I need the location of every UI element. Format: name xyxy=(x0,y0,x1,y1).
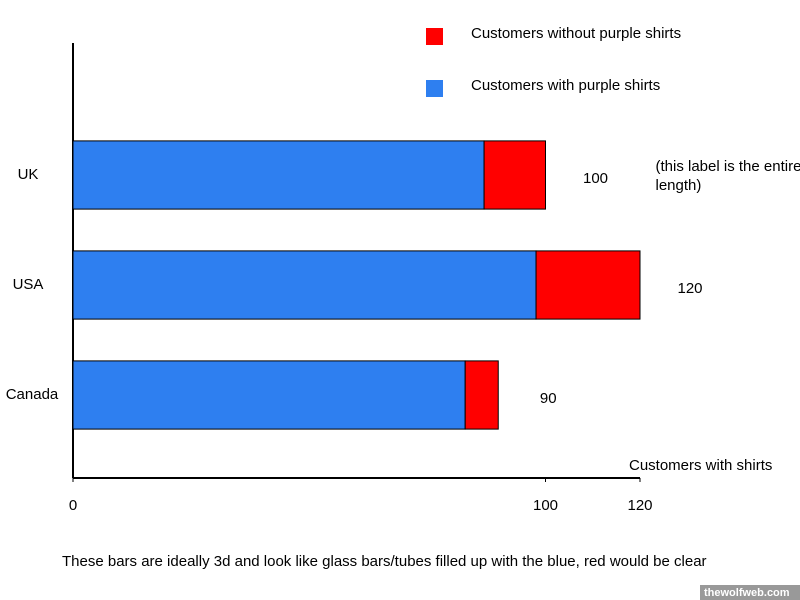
y-tick-label: USA xyxy=(13,276,44,293)
y-tick-label: Canada xyxy=(6,386,59,403)
legend-label: Customers with purple shirts xyxy=(471,77,660,94)
total-label: 120 xyxy=(677,280,702,297)
bar-segment xyxy=(72,360,466,430)
bar-segment xyxy=(72,140,485,210)
x-tick-label: 100 xyxy=(533,497,558,514)
bar-segment xyxy=(535,250,641,320)
legend-swatch xyxy=(426,28,443,45)
y-tick-label: UK xyxy=(18,166,39,183)
total-label: 90 xyxy=(540,390,557,407)
bar-segment xyxy=(483,140,547,210)
footnote: These bars are ideally 3d and look like … xyxy=(62,553,707,570)
bar-segment xyxy=(464,360,499,430)
watermark-bg xyxy=(700,585,800,600)
x-tick-label: 120 xyxy=(627,497,652,514)
legend-label: Customers without purple shirts xyxy=(471,25,681,42)
total-label: 100 xyxy=(583,170,608,187)
x-tick-label: 0 xyxy=(69,497,77,514)
watermark: thewolfweb.com xyxy=(704,587,790,599)
legend-swatch xyxy=(426,80,443,97)
annotation: (this label is the entire barlength) xyxy=(656,158,800,194)
x-axis-label: Customers with shirts xyxy=(629,457,772,474)
bar-segment xyxy=(72,250,537,320)
